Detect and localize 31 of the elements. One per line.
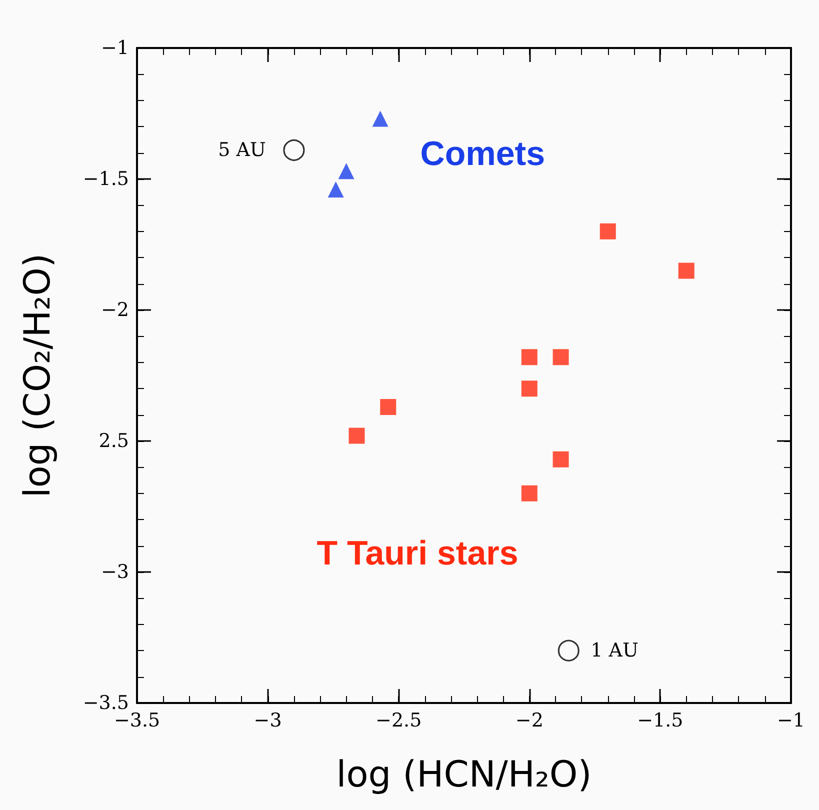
point [678, 262, 694, 279]
annotation: 1 AU [590, 640, 639, 662]
y-tick-label: −3 [100, 561, 129, 583]
y-tick-label: −3.5 [82, 692, 129, 714]
y-tick-label: −1.5 [82, 168, 129, 190]
point [521, 380, 538, 397]
y-tick-label: −1 [100, 37, 129, 59]
series-label: Comets [420, 135, 545, 174]
x-axis-title: log (HCN/H₂O) [336, 754, 592, 796]
x-tick-label: −2 [515, 710, 544, 732]
x-tick-label: −2.5 [376, 710, 422, 732]
series-label: T Tauri stars [316, 534, 518, 572]
point [283, 139, 305, 161]
point [558, 640, 580, 662]
y-tick-label: 2.5 [98, 430, 129, 452]
point [521, 485, 538, 502]
point [338, 163, 354, 180]
point [552, 349, 569, 366]
y-tick-label: −2 [100, 299, 129, 321]
y-axis-title: log (CO₂/H₂O) [18, 253, 58, 498]
point [372, 110, 388, 127]
point [328, 181, 344, 198]
point [600, 223, 616, 240]
point [521, 349, 538, 366]
annotation: 5 AU [218, 139, 266, 162]
point [552, 451, 569, 468]
point [380, 398, 396, 415]
x-tick-label: −1 [776, 710, 806, 732]
x-tick-label: −3 [254, 710, 282, 732]
point [348, 428, 365, 444]
x-tick-label: −1.5 [637, 710, 684, 732]
